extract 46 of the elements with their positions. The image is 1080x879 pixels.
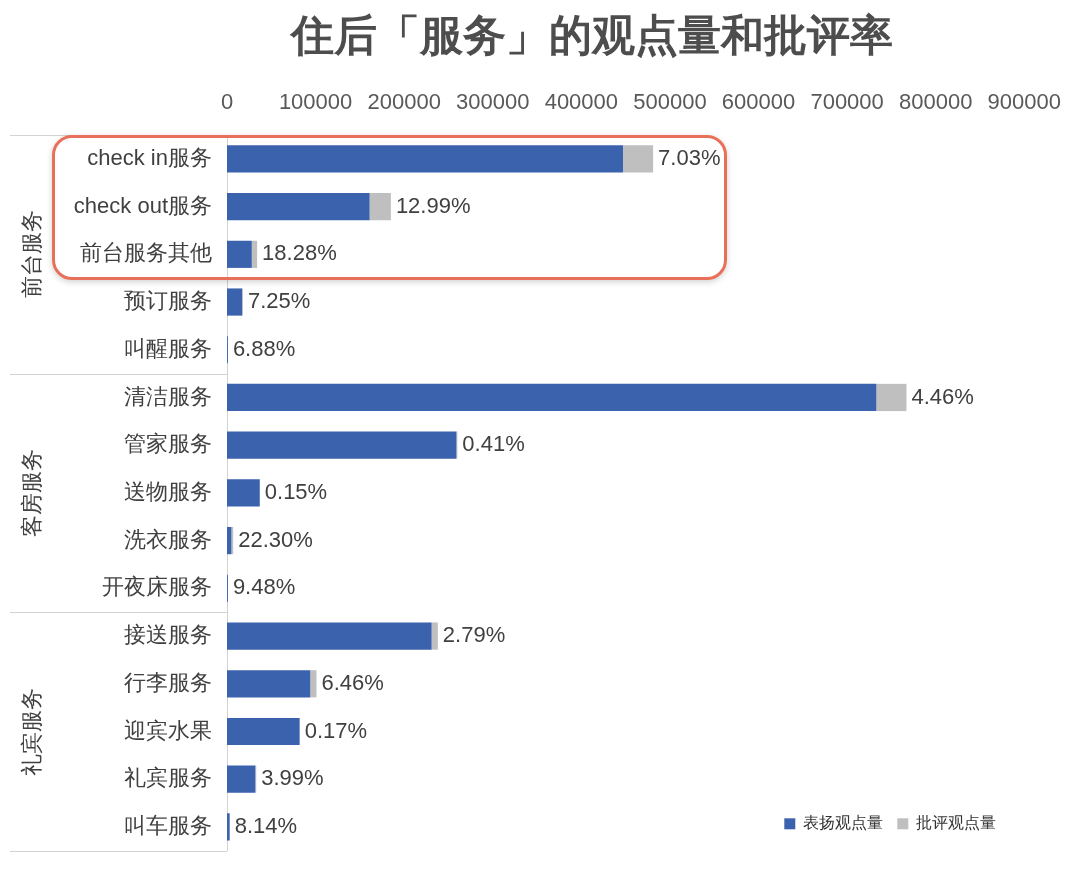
x-tick-label: 700000 (810, 88, 884, 114)
chart-title: 住后「服务」的观点量和批评率 (289, 10, 894, 61)
y-tick-label: 预订服务 (124, 288, 212, 314)
text: 礼宾服务 (19, 687, 44, 776)
annotation: 8.14% (234, 813, 298, 838)
x-tick-label: 200000 (367, 88, 441, 114)
x-tick-label: 800000 (898, 88, 973, 114)
y-tick-label: 送物服务 (124, 478, 212, 504)
y-tick-label: check in服务 (87, 144, 212, 170)
text: 客房服务 (19, 448, 44, 537)
annotation: 0.17% (304, 717, 368, 743)
y-tick-label: 管家服务 (124, 431, 212, 457)
y-tick-label: 前台服务其他 (80, 240, 212, 266)
legend-label: 批评观点量 (916, 814, 997, 832)
y-tick-label: 洗衣服务 (124, 526, 212, 552)
annotation: 9.48% (232, 574, 296, 600)
x-tick-label: 400000 (544, 88, 619, 114)
x-tick-label: 900000 (987, 88, 1061, 114)
annotation: 6.88% (232, 335, 296, 361)
x-tick-label: 100000 (278, 88, 353, 114)
x-tick-label: 600000 (721, 88, 796, 114)
y-tick-label: 迎宾水果 (124, 717, 212, 743)
y-tick-label: 礼宾服务 (124, 765, 212, 791)
annotation: 2.79% (442, 622, 506, 648)
y-tick-label: 叫醒服务 (124, 335, 212, 361)
x-tick-label: 0 (220, 88, 234, 114)
y-tick-label: 叫车服务 (124, 813, 212, 838)
y-tick-label: 清洁服务 (124, 383, 212, 409)
annotation: 0.41% (462, 431, 525, 457)
y-tick-label: 接送服务 (124, 622, 212, 648)
x-tick-label: 300000 (456, 88, 530, 114)
y-tick-label: 开夜床服务 (102, 574, 212, 600)
annotation: 4.46% (911, 383, 974, 409)
annotation: 3.99% (261, 765, 324, 791)
text: 前台服务 (19, 210, 44, 299)
annotation: 12.99% (395, 192, 471, 218)
annotation: 7.25% (247, 288, 311, 314)
annotation: 0.15% (264, 478, 328, 504)
annotation: 6.46% (321, 669, 384, 695)
y-tick-label: 行李服务 (124, 669, 212, 695)
annotation: 7.03% (658, 144, 721, 170)
annotation: 18.28% (262, 240, 337, 266)
y-tick-label: check out服务 (73, 192, 212, 218)
annotation: 22.30% (238, 526, 313, 552)
x-tick-label: 500000 (633, 88, 707, 114)
legend-label: 表扬观点量 (803, 814, 884, 832)
